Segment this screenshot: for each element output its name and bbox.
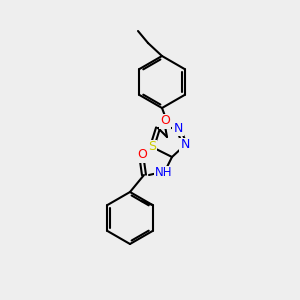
- Text: S: S: [148, 140, 156, 154]
- Text: N: N: [173, 122, 183, 134]
- Text: NH: NH: [155, 167, 173, 179]
- Text: O: O: [137, 148, 147, 161]
- Text: O: O: [160, 115, 170, 128]
- Text: N: N: [180, 139, 190, 152]
